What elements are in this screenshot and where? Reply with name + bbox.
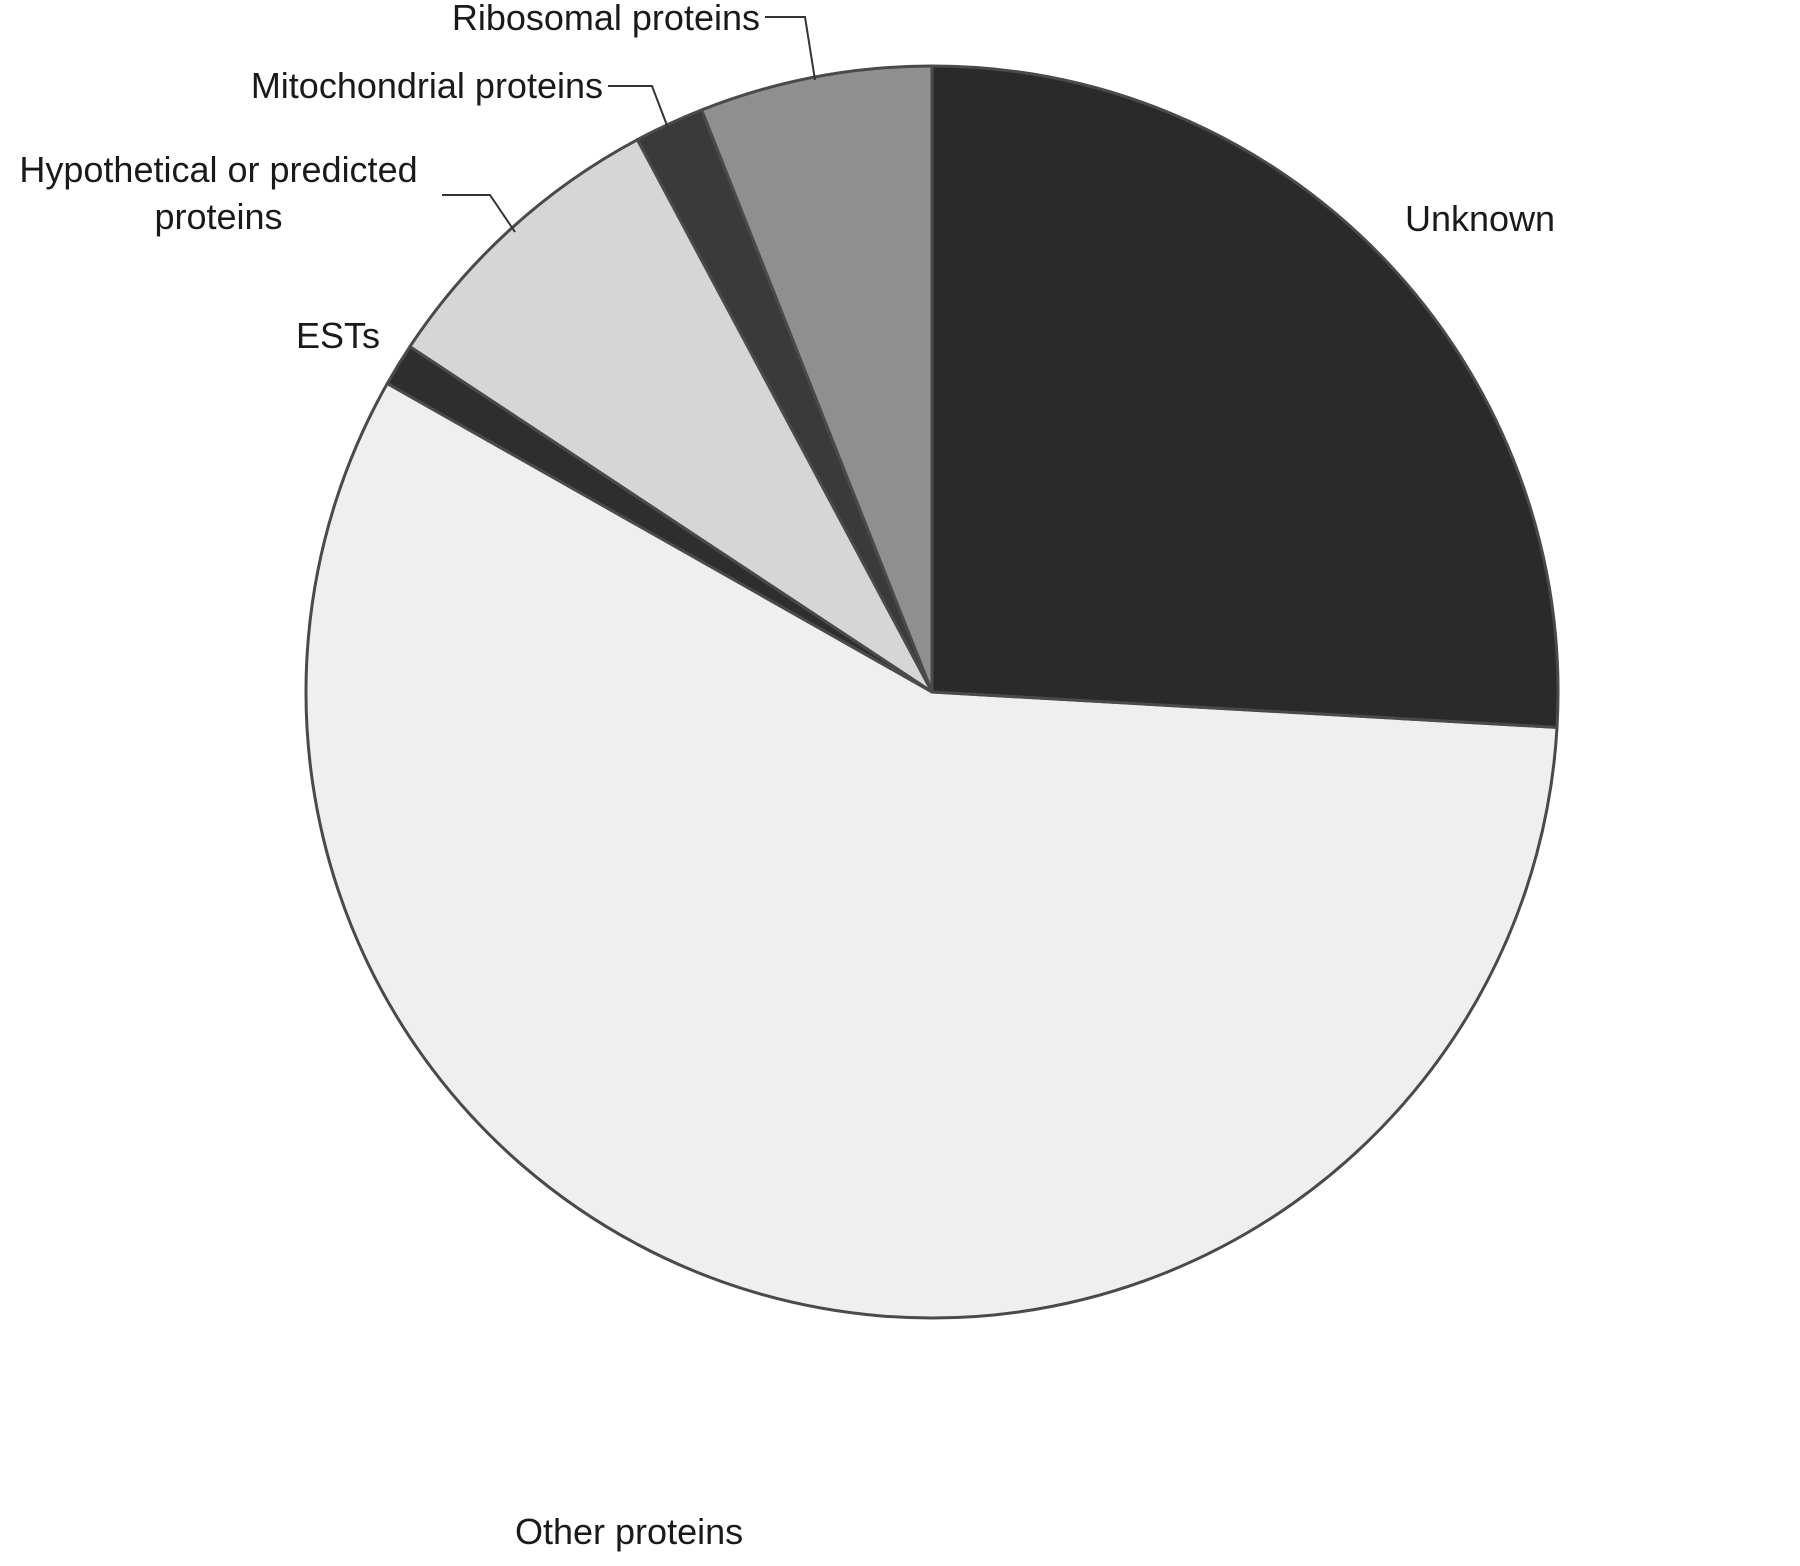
leader-line — [442, 194, 516, 233]
slice-label: ESTs — [295, 315, 380, 356]
pie-slice — [930, 64, 1560, 729]
leader-line — [765, 16, 816, 81]
leader-lines — [442, 16, 816, 233]
slice-label: Hypothetical or predicted proteins — [19, 149, 418, 237]
slice-label: Ribosomal proteins — [451, 0, 760, 38]
slice-label: Unknown — [1405, 198, 1556, 239]
slice-label: Other proteins — [515, 1511, 744, 1552]
pie-slice — [407, 137, 934, 694]
slice-label: Mitochondrial proteins — [250, 65, 603, 106]
pie-slice — [304, 381, 1559, 1320]
leader-line — [608, 85, 669, 129]
